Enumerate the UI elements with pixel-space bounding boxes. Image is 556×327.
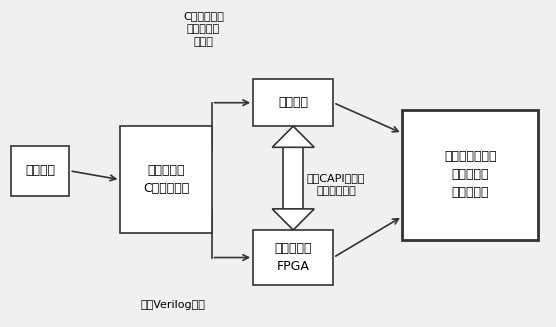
Text: C程序编译后
得到的可执
行文件: C程序编译后 得到的可执 行文件: [183, 11, 224, 47]
Text: 云服务器: 云服务器: [278, 96, 308, 109]
Text: 硬件Verilog代码: 硬件Verilog代码: [141, 300, 205, 310]
Text: 云端提供的
FPGA: 云端提供的 FPGA: [275, 242, 312, 273]
Bar: [120, 126, 212, 233]
Polygon shape: [272, 126, 314, 147]
Text: 本地主机: 本地主机: [26, 164, 56, 177]
Polygon shape: [272, 209, 314, 230]
Text: 使用CAPI接口进
行两边的通信: 使用CAPI接口进 行两边的通信: [307, 173, 365, 196]
Bar: [11, 146, 70, 196]
Text: 编写合适的
C程序和硬件: 编写合适的 C程序和硬件: [143, 164, 189, 195]
Bar: [283, 147, 303, 209]
Bar: [253, 230, 334, 285]
Bar: [403, 110, 538, 240]
Bar: [253, 79, 334, 126]
Text: 经过软件和硬件
计算后得到
最终的结果: 经过软件和硬件 计算后得到 最终的结果: [444, 150, 497, 199]
